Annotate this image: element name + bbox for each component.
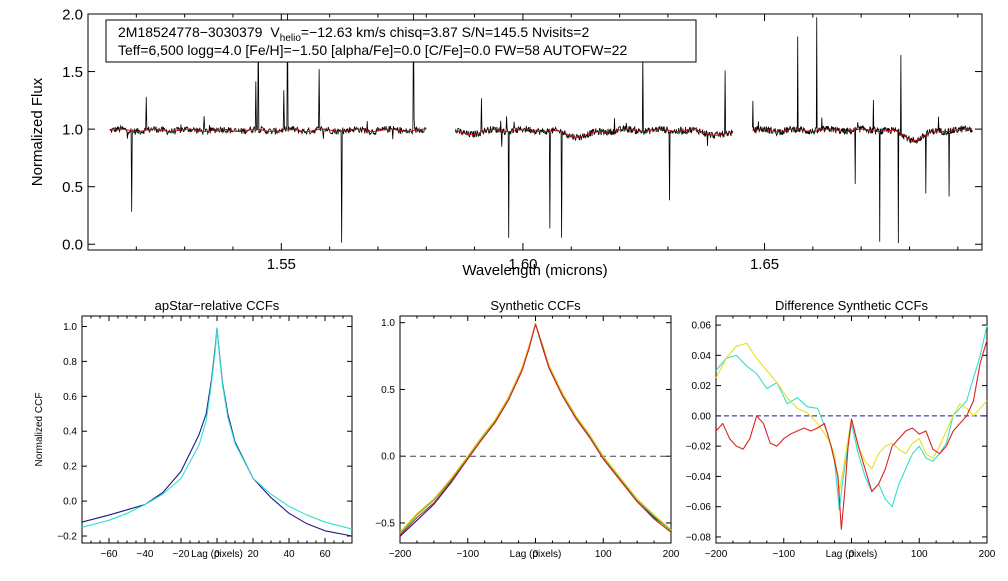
- spectrum-model-chip-1: [109, 128, 427, 132]
- synthetic-ccf-ytick-label: −0.5: [375, 518, 395, 529]
- difference-ccf-ytick-label: −0.02: [686, 442, 712, 453]
- synthetic-ccf-xtick-label: −100: [456, 549, 479, 560]
- spectrum-ytick-label: 2.0: [62, 6, 83, 23]
- spectrum-model-chip-2: [455, 128, 734, 138]
- difference-ccf-ytick-label: −0.08: [686, 532, 712, 543]
- synthetic-ccf-frame: [399, 315, 672, 544]
- apstar-ccf-xtick-label: 0: [214, 549, 220, 560]
- spectrum-info-v-sub: helio: [280, 33, 302, 44]
- apstar-ccf-title: apStar−relative CCFs: [155, 298, 280, 313]
- difference-ccf-xtick-label: −200: [705, 549, 728, 560]
- apstar-ccf-xtick-label: 60: [319, 549, 331, 560]
- synthetic-ccf-xtick-label: 0: [533, 549, 539, 560]
- synthetic-ccf-ytick-label: 0.5: [381, 385, 395, 396]
- spectrum-ytick-label: 1.5: [62, 64, 83, 81]
- difference-ccf-ytick-label: −0.06: [686, 502, 712, 513]
- spectrum-frame: [87, 13, 983, 251]
- spectrum-xtick-label: 1.65: [750, 256, 779, 273]
- apstar-ccf-ytick-label: 0.2: [63, 462, 77, 473]
- difference-ccf-frame: [715, 315, 988, 544]
- apstar-ccf-xtick-label: 20: [247, 549, 259, 560]
- apstar-ccf-xtick-label: −40: [137, 549, 154, 560]
- synthetic-ccf-ytick-label: 1.0: [381, 318, 395, 329]
- apstar-ccf-ytick-label: 0.6: [63, 392, 77, 403]
- spectrum-ytick-label: 1.0: [62, 121, 83, 138]
- apstar-ccf-xtick-label: −60: [101, 549, 118, 560]
- synthetic-ccf-series-synthetic-3: [399, 323, 672, 533]
- spectrum-xlabel: Wavelength (microns): [462, 262, 607, 279]
- spectrum-info-line-1: 2M18524778−3030379 Vhelio=−12.63 km/s chi…: [118, 24, 589, 44]
- difference-ccf-xtick-label: −100: [772, 549, 795, 560]
- apstar-ccf-xtick-label: 40: [283, 549, 295, 560]
- synthetic-ccf-xlabel: Lag (pixels): [510, 549, 562, 560]
- difference-ccf-ytick-label: 0.00: [692, 411, 712, 422]
- apstar-ccf-ylabel: Normalized CCF: [34, 393, 45, 467]
- spectrum-info-v-label: V: [270, 24, 280, 40]
- difference-ccf-ytick-label: −0.04: [686, 472, 712, 483]
- apstar-ccf-xtick-label: −20: [173, 549, 190, 560]
- difference-ccf-series-diff-yellow: [715, 342, 988, 493]
- apstar-ccf-axes: −60 −40 −20 0 20 40 60 −0.2 0.0 0.2 0.4 0.6 0.8 1.0 ap…: [34, 298, 353, 560]
- synthetic-ccf-series-synthetic-1: [399, 323, 672, 537]
- apstar-ccf-ytick-label: 0.0: [63, 497, 77, 508]
- spectrum-axes: 1.55 1.60 1.65 0.0 0.5 1.0 1.5 2.0 Wavelength (m…: [29, 6, 983, 279]
- apstar-ccf-ytick-label: 0.4: [63, 427, 77, 438]
- synthetic-ccf-axes: −200 −100 0 100 200 −0.5 0.0 0.5 1.0 Synthetic CC…: [375, 298, 680, 560]
- apstar-ccf-xlabel: Lag (pixels): [191, 549, 243, 560]
- apstar-ccf-ytick-label: 1.0: [63, 322, 77, 333]
- spectrum-info-v-rest: =−12.63 km/s chisq=3.87 S/N=145.5 Nvisit…: [301, 24, 590, 40]
- spectrum-info-star-id: 2M18524778−3030379: [118, 24, 263, 40]
- apstar-ccf-ytick-label: −0.2: [57, 532, 77, 543]
- difference-ccf-xtick-label: 100: [911, 549, 928, 560]
- spectrum-ytick-label: 0.5: [62, 179, 83, 196]
- synthetic-ccf-xtick-label: 100: [595, 549, 612, 560]
- spectrum-xtick-label: 1.55: [267, 256, 296, 273]
- difference-ccf-series-diff-red: [715, 340, 988, 530]
- apstar-ccf-ytick-label: 0.8: [63, 357, 77, 368]
- apstar-ccf-frame: [81, 315, 353, 544]
- synthetic-ccf-xtick-label: −200: [389, 549, 412, 560]
- difference-ccf-ytick-label: 0.02: [692, 381, 712, 392]
- synthetic-ccf-series-synthetic-2: [399, 323, 672, 535]
- difference-ccf-xlabel: Lag (pixels): [826, 549, 878, 560]
- spectrum-xtick-label: 1.60: [508, 256, 537, 273]
- spectrum-observed-chip-2: [454, 54, 734, 238]
- difference-ccf-title: Difference Synthetic CCFs: [775, 298, 928, 313]
- spectrum-ylabel: Normalized Flux: [29, 77, 46, 186]
- synthetic-ccf-title: Synthetic CCFs: [490, 298, 581, 313]
- apstar-ccf-series-visit-1: [81, 327, 353, 537]
- difference-ccf-ytick-label: 0.04: [692, 351, 712, 362]
- difference-ccf-xtick-label: 200: [979, 549, 996, 560]
- synthetic-ccf-ytick-label: 0.0: [381, 452, 395, 463]
- difference-ccf-ytick-label: 0.06: [692, 321, 712, 332]
- difference-ccf-xtick-label: 0: [849, 549, 855, 560]
- difference-ccf-axes: −200 −100 0 100 200 −0.08 −0.06 −0.04 −0.02 0.00 0…: [686, 298, 996, 560]
- synthetic-ccf-series-synthetic-4: [399, 323, 672, 536]
- apstar-ccf-series-visit-2: [81, 327, 353, 530]
- spectrum-observed-group: [109, 14, 973, 244]
- synthetic-ccf-xtick-label: 200: [663, 549, 680, 560]
- spectrum-ytick-label: 0.0: [62, 236, 83, 253]
- spectrum-observed-chip-3: [752, 17, 973, 244]
- spectrum-info-frame: [105, 19, 697, 63]
- spectrum-info-line-2: Teff=6,500 logg=4.0 [Fe/H]=−1.50 [alpha/…: [118, 42, 627, 58]
- spectrum-model-chip-3: [752, 128, 973, 142]
- spectrum-info-box: 2M18524778−3030379 Vhelio=−12.63 km/s chi…: [105, 19, 697, 63]
